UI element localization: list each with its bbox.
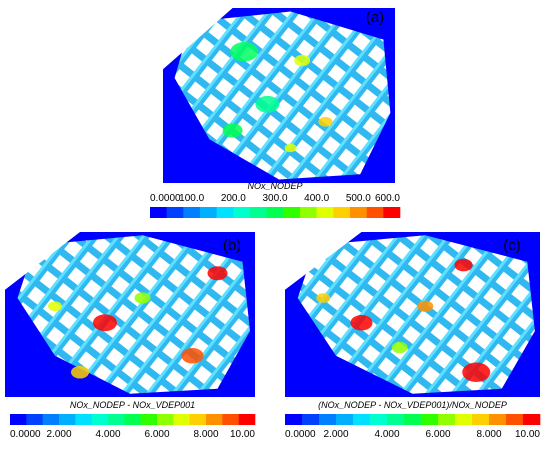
colorbar-segment <box>266 207 284 218</box>
colorbar-segment <box>300 207 317 218</box>
colorbar-segment <box>183 207 201 218</box>
colorbar-segment <box>189 414 207 425</box>
colorbar-segment <box>506 414 524 425</box>
colorbar-tick-label: 400.0 <box>304 193 329 204</box>
coast-edge <box>163 8 233 70</box>
colorbar-tick-label: 0.0000 <box>150 193 181 204</box>
colorbar-segment <box>404 414 422 425</box>
colorbar-segment <box>124 414 141 425</box>
colorbar-segment <box>157 414 174 425</box>
colorbar-caption: NOx_NODEP - NOx_VDEP001 <box>70 400 195 410</box>
colorbar-tick-label: 500.0 <box>346 193 371 204</box>
concentration-hotspot <box>207 266 228 281</box>
concentration-hotspot <box>350 315 373 331</box>
map-panel: (c) (NOx_NODEP - NOx_VDEP001)/NOx_NODEP 0.… <box>285 232 540 440</box>
colorbar-tick-label: 4.000 <box>95 429 120 440</box>
colorbar-segment <box>489 414 507 425</box>
colorbar-tick-label: 6.000 <box>144 429 169 440</box>
colorbar-caption: (NOx_NODEP - NOx_VDEP001)/NOx_NODEP <box>318 400 507 410</box>
colorbar-segment <box>316 207 334 218</box>
colorbar-segment <box>42 414 60 425</box>
colorbar-segment <box>353 414 371 425</box>
concentration-hotspot <box>48 301 62 312</box>
colorbar-segment <box>206 414 223 425</box>
colorbar-tick-label: 4.000 <box>374 429 399 440</box>
colorbar-segment <box>523 414 541 425</box>
panel-label: (b) <box>223 237 241 254</box>
concentration-hotspot <box>255 95 280 113</box>
concentration-hotspot <box>181 348 204 364</box>
colorbar-segment <box>383 207 401 218</box>
concentration-hotspot <box>454 258 473 272</box>
colorbar-segment <box>250 207 267 218</box>
colorbar-tick-label: 8.000 <box>193 429 218 440</box>
colorbar-segment <box>302 414 320 425</box>
colorbar-segment <box>233 207 251 218</box>
concentration-hotspot <box>284 143 297 153</box>
coast-edge <box>5 232 80 290</box>
city-grid <box>297 235 535 394</box>
colorbar-segment <box>283 207 301 218</box>
colorbar-segment <box>366 207 384 218</box>
concentration-hotspot <box>222 123 243 138</box>
concentration-hotspot <box>294 54 311 67</box>
concentration-hotspot <box>318 116 333 127</box>
concentration-hotspot <box>417 300 434 312</box>
colorbar-segment <box>285 414 303 425</box>
concentration-hotspot <box>391 341 408 354</box>
colorbar-segment <box>333 207 351 218</box>
colorbar-tick-label: 300.0 <box>262 193 287 204</box>
colorbar-segment <box>216 207 234 218</box>
concentration-hotspot <box>71 365 89 379</box>
colorbar-segment <box>438 414 456 425</box>
colorbar-caption: NOx_NODEP <box>247 181 302 191</box>
coast-edge <box>285 232 362 290</box>
colorbar-tick-label: 10.00 <box>230 429 255 440</box>
colorbar-segment <box>166 207 184 218</box>
panel-label: (a) <box>366 9 384 26</box>
colorbar-tick-label: 0.0000 <box>285 429 316 440</box>
colorbar-segment <box>59 414 76 425</box>
colorbar-segment <box>173 414 190 425</box>
colorbar-segment <box>140 414 158 425</box>
concentration-hotspot <box>230 41 259 62</box>
colorbar-segment <box>150 207 167 218</box>
concentration-hotspot <box>134 292 151 304</box>
colorbar-segment <box>238 414 256 425</box>
colorbar-tick-label: 2.000 <box>323 429 348 440</box>
colorbar-segment <box>421 414 439 425</box>
colorbar-segment <box>370 414 388 425</box>
map-panel: (b) NOx_NODEP - NOx_VDEP001 0.0000 2.000 4.0… <box>5 232 255 440</box>
colorbar-segment <box>336 414 354 425</box>
colorbar-segment <box>10 414 27 425</box>
colorbar-tick-label: 100.0 <box>179 193 204 204</box>
colorbar-tick-label: 600.0 <box>375 193 400 204</box>
colorbar-tick-label: 6.000 <box>425 429 450 440</box>
colorbar-segment <box>200 207 217 218</box>
colorbar-segment <box>91 414 109 425</box>
colorbar-tick-label: 2.000 <box>46 429 71 440</box>
colorbar-segment <box>222 414 239 425</box>
panel-label: (c) <box>503 237 521 254</box>
colorbar-tick-label: 200.0 <box>221 193 246 204</box>
colorbar-segment <box>387 414 405 425</box>
colorbar-segment <box>75 414 92 425</box>
colorbar-segment <box>455 414 473 425</box>
colorbar-segment <box>319 414 337 425</box>
colorbar-segment <box>350 207 367 218</box>
concentration-hotspot <box>462 362 491 383</box>
colorbar-tick-label: 8.000 <box>476 429 501 440</box>
colorbar-tick-label: 10.00 <box>515 429 540 440</box>
colorbar-tick-label: 0.0000 <box>10 429 41 440</box>
colorbar-segment <box>472 414 490 425</box>
concentration-hotspot <box>316 293 331 303</box>
concentration-hotspot <box>93 314 117 332</box>
colorbar-segment <box>26 414 43 425</box>
colorbar-segment <box>108 414 125 425</box>
city-grid <box>174 11 391 180</box>
